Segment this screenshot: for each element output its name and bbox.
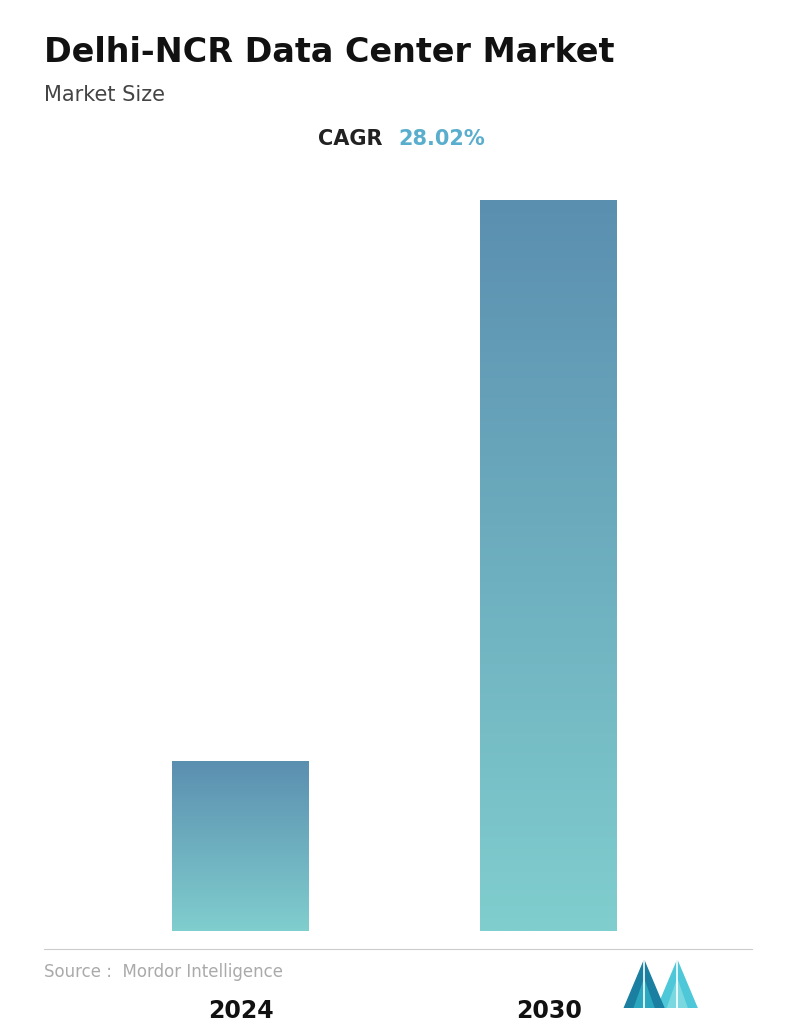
Polygon shape [634, 980, 654, 1008]
Text: 28.02%: 28.02% [398, 129, 485, 149]
Text: CAGR: CAGR [318, 129, 390, 149]
Polygon shape [657, 961, 697, 1008]
Polygon shape [624, 961, 664, 1008]
Polygon shape [667, 980, 687, 1008]
Text: Source :  Mordor Intelligence: Source : Mordor Intelligence [44, 963, 283, 981]
Text: 2030: 2030 [516, 999, 582, 1023]
Text: Delhi-NCR Data Center Market: Delhi-NCR Data Center Market [44, 36, 615, 69]
Text: 2024: 2024 [208, 999, 273, 1023]
Text: Market Size: Market Size [44, 85, 165, 104]
